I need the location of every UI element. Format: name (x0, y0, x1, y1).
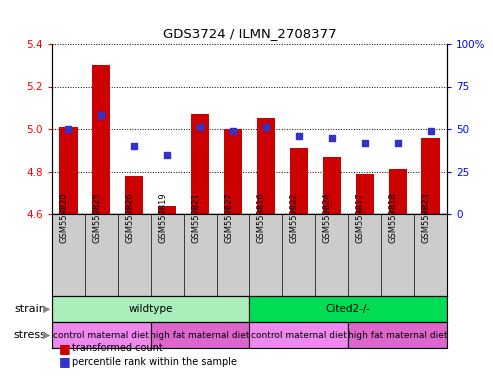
Point (394, 139, 402, 146)
Text: percentile rank within the sample: percentile rank within the sample (71, 357, 237, 367)
Text: GSM559818: GSM559818 (388, 193, 398, 243)
Bar (348, 322, 447, 348)
Text: GSM559817: GSM559817 (356, 193, 365, 243)
Point (163, 151, 171, 157)
Bar (59, 127, 77, 214)
Text: GSM559824: GSM559824 (323, 193, 332, 243)
Text: ▶: ▶ (42, 330, 50, 340)
Text: transformed count: transformed count (71, 343, 163, 354)
Text: ▶: ▶ (42, 304, 50, 314)
Bar (224, 129, 242, 214)
Text: control maternal diet: control maternal diet (251, 331, 347, 339)
Point (229, 127, 237, 134)
Text: high fat maternal diet: high fat maternal diet (150, 331, 250, 339)
Bar (52, 322, 151, 348)
Bar (125, 176, 143, 214)
Text: ■: ■ (59, 356, 70, 368)
Point (328, 134, 336, 141)
Text: GSM559822: GSM559822 (290, 193, 299, 243)
Title: GDS3724 / ILMN_2708377: GDS3724 / ILMN_2708377 (163, 27, 336, 40)
Point (98, 113, 106, 119)
Bar (191, 114, 209, 214)
Point (262, 124, 270, 131)
Point (361, 139, 369, 146)
Text: stress: stress (13, 330, 46, 340)
Bar (249, 322, 348, 348)
Bar (52, 296, 249, 322)
Bar (355, 174, 374, 214)
Point (65, 126, 72, 132)
Point (426, 127, 434, 134)
Text: GSM559823: GSM559823 (422, 193, 430, 243)
Text: control maternal diet: control maternal diet (53, 331, 149, 339)
Point (295, 133, 303, 139)
Text: Cited2-/-: Cited2-/- (326, 304, 371, 314)
Bar (92, 65, 110, 214)
Bar (388, 169, 407, 214)
Bar (290, 148, 308, 214)
Bar (323, 157, 341, 214)
Text: strain: strain (14, 304, 46, 314)
Bar (151, 322, 249, 348)
Text: GSM559821: GSM559821 (191, 193, 200, 243)
Bar (422, 137, 440, 214)
Bar (257, 118, 275, 214)
Bar (158, 205, 176, 214)
Text: high fat maternal diet: high fat maternal diet (348, 331, 447, 339)
Text: GSM559825: GSM559825 (92, 193, 102, 243)
Text: GSM559819: GSM559819 (158, 193, 167, 243)
Point (196, 124, 204, 131)
Text: GSM559816: GSM559816 (257, 193, 266, 243)
Text: GSM559826: GSM559826 (125, 193, 134, 243)
Point (130, 143, 138, 149)
Text: ■: ■ (59, 342, 70, 355)
Bar (249, 296, 447, 322)
Text: GSM559827: GSM559827 (224, 193, 233, 243)
Text: GSM559820: GSM559820 (60, 193, 69, 243)
Text: wildtype: wildtype (129, 304, 173, 314)
